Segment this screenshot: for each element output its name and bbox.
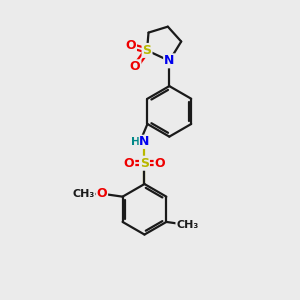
Text: H: H [131,137,140,147]
Text: N: N [139,135,150,148]
Text: O: O [97,187,107,200]
Text: O: O [125,40,136,52]
Text: O: O [130,60,140,73]
Text: O: O [154,157,165,170]
Text: CH₃: CH₃ [72,189,94,199]
Text: CH₃: CH₃ [176,220,198,230]
Text: S: S [140,157,149,170]
Text: N: N [164,54,175,67]
Text: O: O [124,157,134,170]
Text: S: S [142,44,152,57]
